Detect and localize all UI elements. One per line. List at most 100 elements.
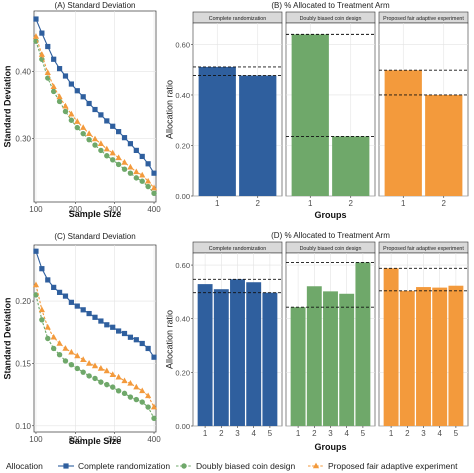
data-point — [133, 396, 140, 403]
data-point — [62, 108, 69, 115]
tick-label-x: 100 — [29, 435, 43, 444]
data-point — [38, 306, 45, 313]
data-point — [32, 33, 40, 39]
data-point — [45, 335, 51, 342]
data-point — [121, 166, 128, 172]
panel-title: (B) % Allocated to Treatment Arm — [271, 1, 390, 10]
data-point — [56, 352, 63, 358]
data-point — [139, 387, 146, 394]
tick-label-y: 0.30 — [15, 134, 31, 143]
data-point — [115, 373, 122, 380]
data-point — [98, 147, 104, 154]
data-point — [133, 383, 140, 390]
data-point — [80, 94, 86, 100]
legend-item: Proposed fair adaptive experiment — [308, 461, 458, 471]
bar — [290, 307, 306, 426]
data-point — [68, 361, 75, 368]
data-point — [151, 170, 157, 176]
tick-label-x: 4 — [437, 429, 442, 438]
data-point — [92, 375, 98, 382]
data-point — [86, 100, 92, 107]
legend-key-marker — [181, 463, 187, 469]
tick-label-y: 0.40 — [175, 315, 190, 324]
data-point — [110, 157, 116, 163]
legend-key-marker — [63, 463, 69, 469]
tick-label-y: 0.10 — [15, 422, 31, 431]
series-doubly-biased-coin-design — [33, 292, 157, 421]
data-point — [127, 141, 134, 147]
data-point — [44, 69, 51, 75]
data-point — [121, 330, 128, 337]
data-point — [56, 93, 63, 100]
data-point — [145, 161, 151, 167]
data-point — [91, 362, 99, 369]
tick-label-x: 2 — [312, 429, 317, 438]
facet-label: Complete randomization — [209, 16, 266, 22]
data-point — [50, 83, 57, 90]
data-point — [80, 124, 87, 130]
data-point — [80, 356, 87, 362]
data-point — [97, 140, 105, 146]
facet-doubly-biased-coin-design: Doubly biased coin design 1 2 3 4 5 — [285, 241, 376, 438]
bar — [384, 70, 422, 196]
data-point — [145, 177, 152, 184]
series-doubly-biased-coin-design — [33, 38, 157, 196]
data-point — [103, 367, 110, 374]
data-point — [150, 184, 158, 191]
data-point — [44, 323, 51, 330]
data-point — [145, 392, 152, 399]
y-axis-label: Allocation ratio — [164, 80, 174, 139]
tick-label-y: 0.20 — [15, 297, 31, 306]
data-point — [145, 183, 151, 190]
tick-label-x: 1 — [215, 199, 220, 208]
data-point — [92, 106, 98, 113]
data-point — [115, 388, 122, 394]
data-point — [127, 170, 134, 176]
data-point — [127, 334, 134, 340]
data-point — [33, 16, 39, 22]
panel-title: (D) % Allocated to Treatment Arm — [271, 231, 390, 240]
tick-label-y: 0.40 — [15, 67, 31, 76]
data-point — [85, 360, 93, 366]
bar — [425, 94, 463, 196]
data-point — [110, 324, 116, 330]
facet-complete-randomization: Complete randomization 1 2 3 4 5 — [192, 241, 283, 438]
data-point — [145, 404, 151, 410]
legend-item: Doubly biased coin design — [176, 461, 296, 471]
data-point — [80, 130, 86, 137]
tick-label-x: 4 — [251, 429, 256, 438]
tick-label-x: 2 — [349, 199, 354, 208]
tick-label-y: 0.20 — [175, 368, 190, 377]
data-point — [139, 399, 145, 405]
tick-label-x: 2 — [405, 429, 410, 438]
data-point — [80, 307, 86, 313]
data-point — [121, 159, 128, 165]
data-point — [86, 373, 92, 379]
data-point — [50, 88, 57, 95]
bar — [339, 293, 355, 426]
tick-label-x: 4 — [344, 429, 349, 438]
tick-label-y: 0.20 — [175, 141, 190, 150]
bar — [332, 136, 370, 196]
data-point — [92, 142, 98, 148]
bar — [213, 289, 229, 426]
bar — [355, 262, 371, 426]
tick-label-x: 5 — [454, 429, 459, 438]
data-point — [74, 118, 81, 124]
data-point — [56, 340, 63, 346]
x-axis-label: Sample Size — [69, 436, 122, 446]
data-point — [74, 88, 80, 94]
tick-label-x: 2 — [219, 429, 224, 438]
data-point — [50, 333, 57, 340]
facet-label: Complete randomization — [209, 246, 266, 252]
tick-label-x: 3 — [421, 429, 426, 438]
data-point — [109, 371, 116, 377]
data-point — [139, 340, 145, 347]
panel-title: (C) Standard Deviation — [54, 232, 135, 241]
data-point — [104, 153, 110, 159]
facet-label: Proposed fair adaptive experiment — [383, 16, 464, 22]
data-point — [151, 190, 157, 196]
data-point — [151, 415, 157, 421]
data-point — [68, 110, 75, 117]
